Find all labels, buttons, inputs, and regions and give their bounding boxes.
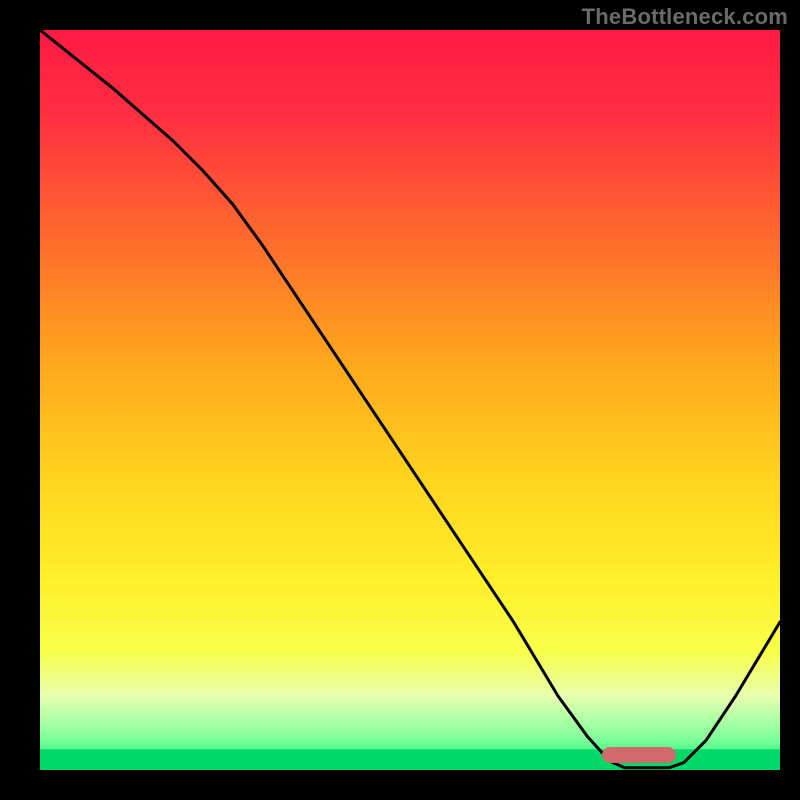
- gradient-background: [40, 30, 780, 770]
- watermark-label: TheBottleneck.com: [582, 4, 788, 30]
- chart-svg: [40, 30, 780, 770]
- chart-frame: TheBottleneck.com: [0, 0, 800, 800]
- optimum-marker: [602, 747, 676, 763]
- plot-area: [40, 30, 780, 770]
